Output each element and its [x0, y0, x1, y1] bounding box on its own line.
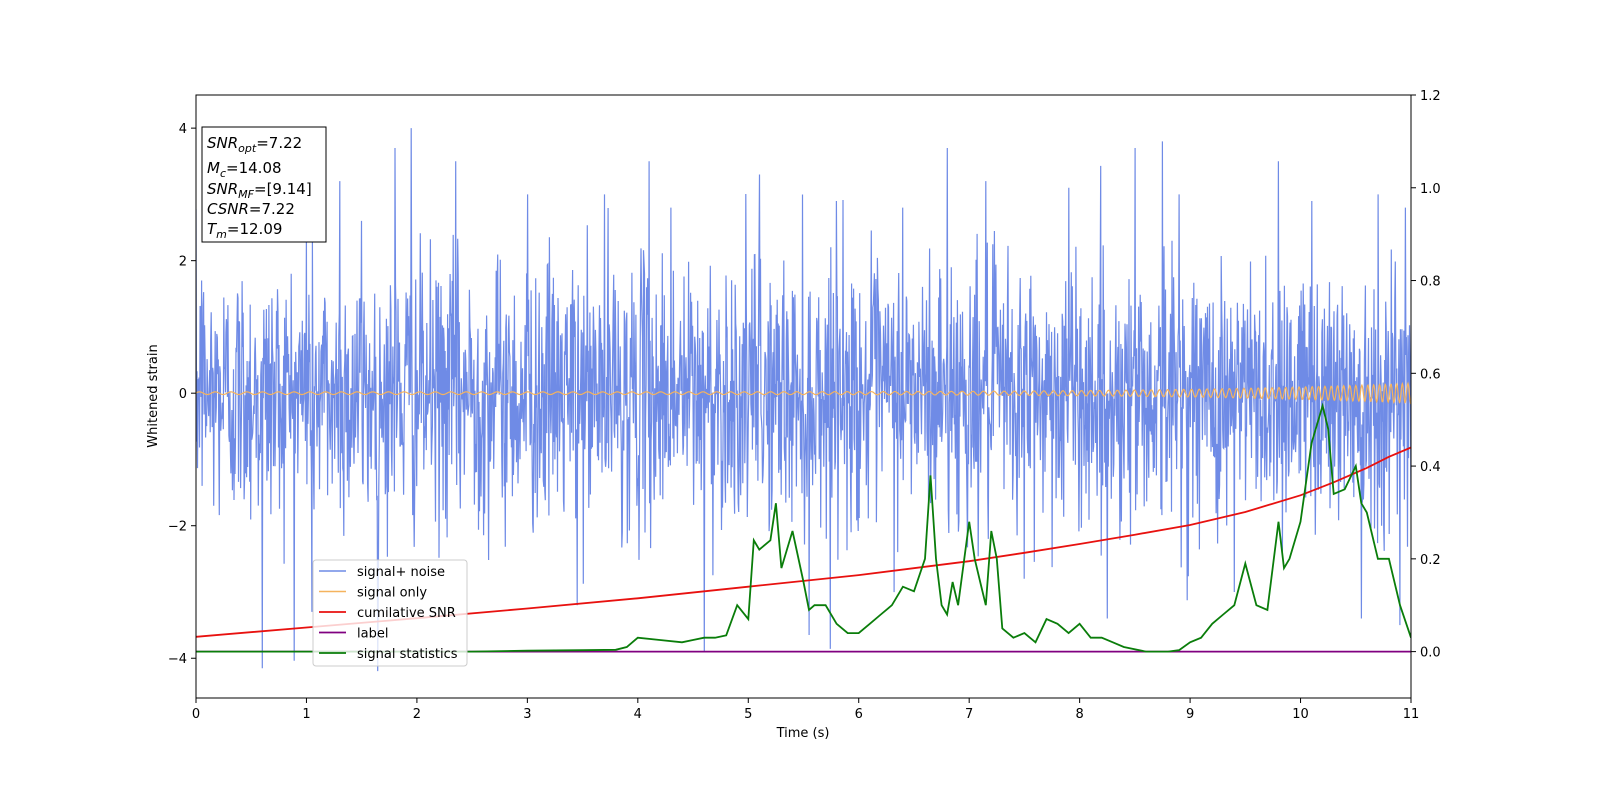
y-left-tick-label: 0: [179, 387, 187, 402]
y-right-tick-label: 0.6: [1420, 367, 1441, 382]
series-signal-statistics: [196, 402, 1411, 653]
x-tick-label: 5: [744, 707, 752, 722]
info-line-base: CSNR: [207, 200, 249, 218]
info-line: Tm=12.09: [207, 220, 282, 241]
y-left-tick-label: 4: [179, 122, 187, 137]
y-left-tick-label: −4: [168, 652, 187, 667]
x-tick-label: 10: [1292, 707, 1309, 722]
info-line-value: =12.09: [227, 220, 283, 238]
y-right-tick-label: 0.2: [1420, 553, 1441, 568]
series-signal-noise: [196, 128, 1411, 672]
x-tick-label: 2: [413, 707, 421, 722]
info-line-value: =7.22: [256, 134, 302, 152]
legend-label: signal statistics: [357, 647, 458, 662]
y-axis-label: Whitened strain: [146, 344, 161, 447]
legend-label: label: [357, 627, 388, 642]
y-right-tick-label: 0.0: [1420, 646, 1441, 661]
y-axis-right: 1.2 1.0 0.8 0.6 0.4 0.2 0.0: [1411, 89, 1441, 661]
legend-label: signal only: [357, 586, 427, 601]
x-tick-label: 9: [1186, 707, 1194, 722]
info-line: CSNR=7.22: [207, 200, 295, 218]
y-right-tick-label: 0.8: [1420, 275, 1441, 290]
legend-frame: [312, 559, 468, 667]
y-right-tick-label: 0.4: [1420, 460, 1441, 475]
info-line-subscript: c: [220, 167, 226, 180]
legend: signal+ noise signal only cumilative SNR la…: [312, 559, 468, 667]
info-box: SNRopt=7.22Mc=14.08SNRMF=[9.14]CSNR=7.22…: [201, 126, 327, 243]
y-left-tick-label: 2: [179, 255, 187, 270]
axes-frame: [195, 94, 1412, 699]
info-line: SNRMF=[9.14]: [207, 180, 312, 201]
info-box-frame: [201, 126, 327, 243]
info-line-subscript: MF: [238, 188, 254, 201]
info-line: Mc=14.08: [207, 159, 282, 180]
x-tick-label: 6: [855, 707, 863, 722]
legend-label: cumilative SNR: [357, 606, 456, 621]
series-cumilative-snr: [196, 446, 1411, 638]
legend-label: signal+ noise: [357, 565, 445, 580]
info-line-base: T: [207, 220, 218, 238]
y-right-tick-label: 1.2: [1420, 89, 1441, 104]
y-right-tick-label: 1.0: [1420, 182, 1441, 197]
info-line-value: =14.08: [226, 159, 282, 177]
info-line-value: =7.22: [249, 200, 295, 218]
info-line: SNRopt=7.22: [207, 134, 302, 155]
x-tick-label: 3: [523, 707, 531, 722]
info-line-subscript: m: [216, 228, 227, 241]
x-tick-label: 11: [1403, 707, 1420, 722]
x-tick-label: 0: [192, 707, 200, 722]
x-tick-label: 4: [634, 707, 642, 722]
info-line-subscript: opt: [238, 142, 257, 155]
info-line-base: SNR: [207, 180, 238, 198]
x-axis-label: Time (s): [776, 726, 830, 741]
y-left-tick-label: −2: [168, 520, 187, 535]
info-line-base: M: [207, 159, 220, 177]
info-line-value: =[9.14]: [254, 180, 312, 198]
series-signal-only: [196, 381, 1411, 405]
y-axis-left: 4 2 0 −2 −4: [168, 122, 196, 667]
x-tick-label: 1: [302, 707, 310, 722]
x-tick-label: 7: [965, 707, 973, 722]
x-tick-label: 8: [1075, 707, 1083, 722]
info-line-base: SNR: [207, 134, 238, 152]
x-axis: 0 1 2 3 4 5 6 7 8 9 10 11: [192, 698, 1419, 722]
